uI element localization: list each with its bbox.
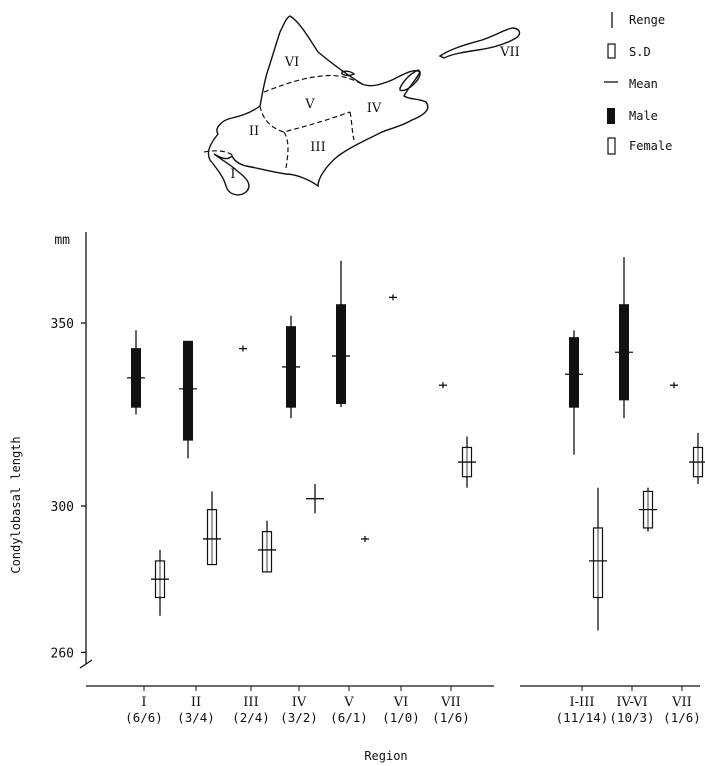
boundary-ii-iii	[283, 131, 289, 169]
x-sample-size-label: (3/2)	[280, 710, 318, 725]
legend-male-label: Male	[629, 109, 658, 123]
group-2-male-sd-bar	[183, 340, 193, 441]
chart-axes: mm Condylobasal length Region	[9, 232, 700, 763]
x-category-label: V	[343, 695, 354, 710]
map-outline-kuril-2	[399, 69, 421, 92]
x-sample-size-label: (3/4)	[177, 710, 215, 725]
x-category-label: IV	[292, 695, 307, 710]
boundary-ii-v	[259, 105, 351, 133]
x-axis-title: Region	[364, 749, 407, 763]
legend-sd-label: S.D	[629, 45, 651, 59]
map-label-region-3: III	[310, 140, 325, 155]
y-tick-label: 300	[51, 500, 74, 515]
x-sample-size-label: (1/0)	[382, 710, 420, 725]
y-tick-label: 260	[51, 646, 74, 661]
map-label-region-2: II	[249, 124, 259, 139]
y-axis-title: Condylobasal length	[9, 436, 23, 573]
y-unit-label: mm	[54, 233, 70, 248]
map-label-region-1: I	[230, 167, 235, 182]
x-category-label: VII	[440, 695, 461, 710]
map-label-region-5: V	[304, 97, 315, 112]
y-ticks: 260 300 350	[51, 317, 86, 661]
map-outline-main	[207, 15, 429, 196]
legend-female-symbol	[607, 137, 616, 155]
legend-male-symbol	[607, 108, 615, 124]
map-outline-kuril	[438, 27, 521, 59]
x-category-label: II	[191, 695, 201, 710]
legend-mean-label: Mean	[629, 77, 658, 91]
legend: Renge S.D Mean Male Female	[604, 12, 672, 155]
axis-break-mark	[79, 659, 93, 669]
x-sample-size-label: (1/6)	[432, 710, 470, 725]
group-5-male-sd-bar	[336, 304, 346, 405]
x-sample-size-label: (10/3)	[609, 710, 654, 725]
x-category-label: I-III	[570, 695, 595, 710]
map-label-region-7: VII	[499, 45, 520, 60]
x-category-label: IV-VI	[616, 695, 647, 710]
legend-range-label: Renge	[629, 13, 665, 27]
map-outline-islet	[341, 70, 356, 77]
x-category-labels: I(6/6) II(3/4) III(2/4) IV(3/2) V(6/1) VI(1/0…	[125, 686, 701, 725]
x-sample-size-label: (11/14)	[556, 710, 609, 725]
map-label-region-6: VI	[284, 55, 300, 70]
plot-area	[127, 257, 705, 631]
x-sample-size-label: (1/6)	[663, 710, 701, 725]
hokkaido-map: VI V IV III II I VII	[203, 15, 521, 196]
legend-sd-symbol	[607, 43, 616, 59]
x-category-label: I	[141, 695, 146, 710]
x-category-label: VII	[671, 695, 692, 710]
group-8-male-sd-bar	[569, 337, 579, 408]
y-tick-label: 350	[51, 317, 74, 332]
boundary-i-ii	[203, 150, 235, 157]
boundary-v-iv	[349, 111, 355, 141]
map-label-region-4: IV	[367, 101, 382, 116]
boundary-vi-v	[263, 74, 363, 93]
x-sample-size-label: (6/1)	[330, 710, 368, 725]
x-category-label: VI	[393, 695, 409, 710]
x-category-label: III	[243, 695, 258, 710]
x-sample-size-label: (6/6)	[125, 710, 163, 725]
legend-female-label: Female	[629, 139, 672, 153]
x-sample-size-label: (2/4)	[232, 710, 270, 725]
